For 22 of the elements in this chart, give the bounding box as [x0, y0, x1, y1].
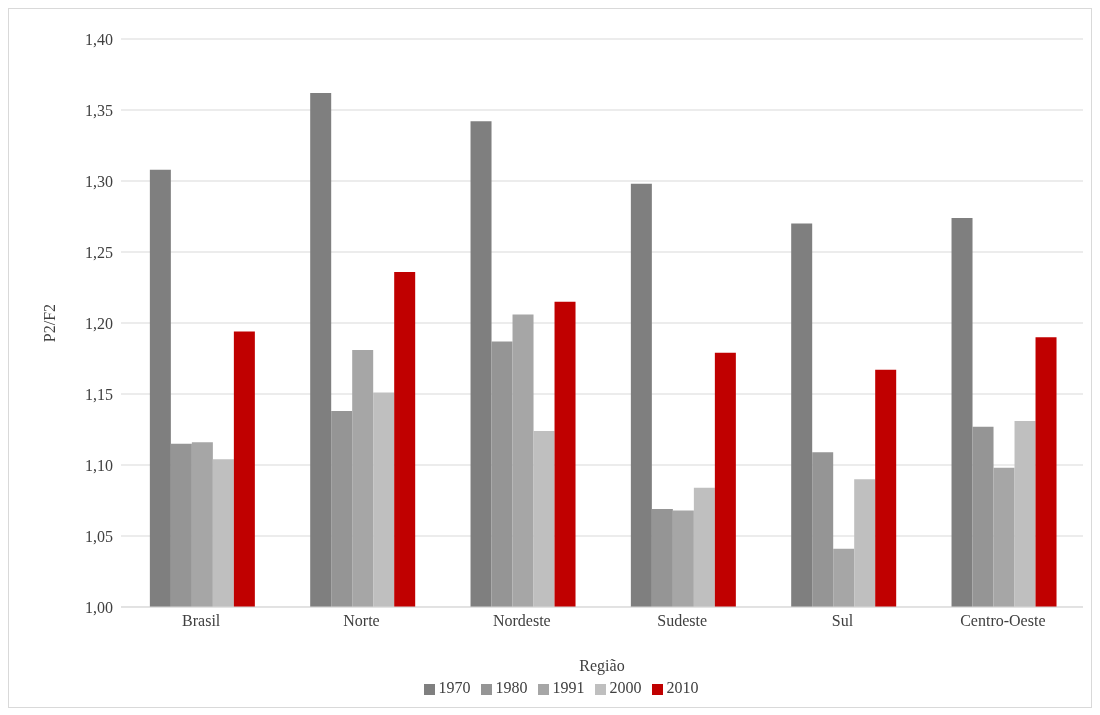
legend-label: 2010	[666, 679, 699, 696]
y-tick-label: 1,05	[85, 527, 113, 545]
y-axis-title: P2/F2	[40, 303, 58, 343]
legend-label: 1970	[438, 679, 471, 696]
y-tick-label: 1,25	[85, 243, 113, 261]
legend-label: 1991	[552, 679, 585, 696]
x-tick-label: Norte	[343, 612, 380, 630]
y-tick-label: 1,00	[85, 598, 113, 616]
x-tick-label: Centro-Oeste	[960, 612, 1046, 630]
y-tick-label: 1,10	[85, 456, 113, 474]
x-tick-label: Sudeste	[657, 612, 708, 630]
x-tick-label: Sul	[831, 612, 854, 630]
y-tick-label: 1,40	[85, 30, 113, 48]
x-tick-label: Brasil	[182, 612, 221, 630]
y-tick-label: 1,30	[85, 172, 113, 190]
legend-label: 1980	[495, 679, 528, 696]
x-tick-label: Nordeste	[492, 612, 551, 630]
y-tick-label: 1,15	[85, 385, 113, 403]
y-tick-label: 1,35	[85, 101, 113, 119]
y-tick-label: 1,20	[85, 314, 113, 332]
legend-label: 2000	[609, 679, 642, 696]
x-axis-title: Região	[579, 657, 625, 675]
